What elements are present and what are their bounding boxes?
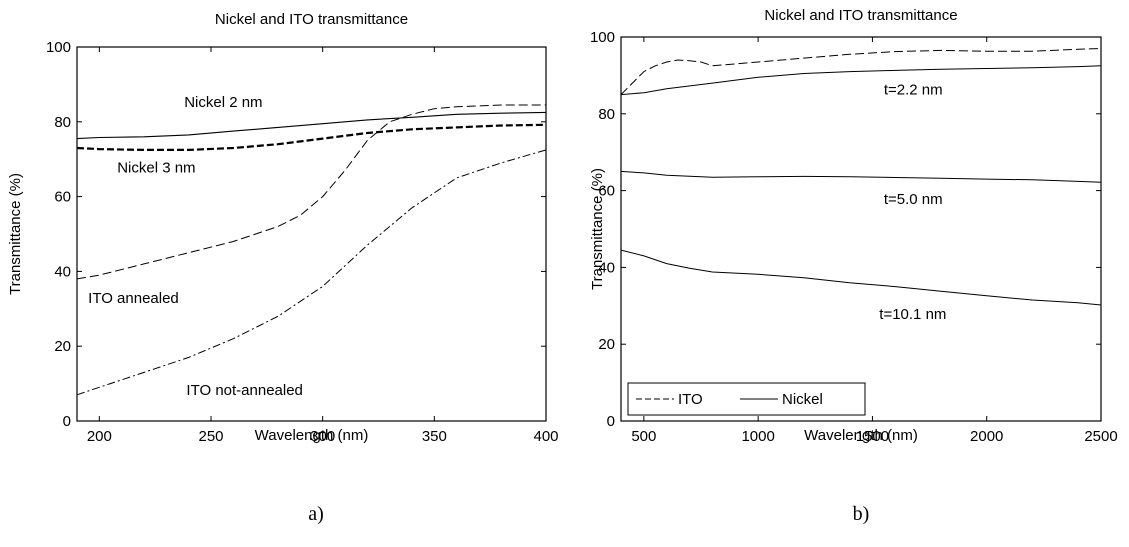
chart-title: Nickel and ITO transmittance: [764, 7, 957, 24]
series-line-ito_not_annealed: [76, 149, 547, 396]
y-tick-label: 100: [46, 39, 71, 56]
panel-label: a): [308, 503, 324, 525]
x-tick-label: 500: [631, 428, 656, 445]
y-tick-label: 100: [590, 29, 615, 46]
annotation-label: ITO not-annealed: [186, 382, 302, 399]
series-line-ito: [620, 48, 1102, 95]
series-line-nickel2: [76, 111, 547, 140]
x-axis-label: Wavelength (nm): [255, 427, 369, 444]
y-tick-label: 0: [63, 413, 71, 430]
annotation-label: Nickel 3 nm: [117, 159, 195, 176]
y-tick-label: 0: [607, 413, 615, 430]
x-tick-label: 1000: [741, 428, 774, 445]
annotation-label: ITO annealed: [88, 290, 179, 307]
x-tick-label: 200: [87, 428, 112, 445]
legend: ITO Nickel: [627, 382, 866, 416]
x-axis-label: Wavelength (nm): [804, 427, 918, 444]
y-tick-label: 80: [598, 106, 615, 123]
annotation-label: t=10.1 nm: [879, 306, 946, 323]
y-tick-label: 20: [54, 338, 71, 355]
x-tick-label: 2500: [1084, 428, 1117, 445]
annotation-label: t=2.2 nm: [884, 82, 943, 99]
y-tick-label: 20: [598, 336, 615, 353]
x-tick-label: 400: [533, 428, 558, 445]
series-line-nickel3: [76, 123, 547, 151]
y-tick-label: 80: [54, 114, 71, 131]
x-tick-label: 1500: [856, 428, 889, 445]
chart-title: Nickel and ITO transmittance: [215, 11, 408, 28]
x-tick-label: 250: [198, 428, 223, 445]
legend-label: Nickel: [782, 391, 823, 408]
legend-label: ITO: [678, 391, 703, 408]
y-tick-label: 60: [54, 189, 71, 206]
x-tick-label: 350: [422, 428, 447, 445]
series-line-nickel_5_0: [620, 170, 1102, 183]
y-tick-label: 40: [54, 263, 71, 280]
x-tick-label: 300: [310, 428, 335, 445]
y-tick-label: 40: [598, 259, 615, 276]
series-line-ito_annealed: [76, 104, 546, 280]
y-axis-label: Transmittance (%): [7, 173, 24, 295]
annotation-label: t=5.0 nm: [884, 191, 943, 208]
x-tick-label: 2000: [970, 428, 1003, 445]
annotation-label: Nickel 2 nm: [184, 94, 262, 111]
panel-label: b): [853, 503, 870, 525]
plot-area: [76, 46, 547, 422]
series-line-nickel_10_1: [620, 249, 1102, 306]
y-tick-label: 60: [598, 183, 615, 200]
plot-area: [620, 36, 1102, 422]
y-axis-label: Transmittance (%): [589, 168, 606, 290]
series-line-nickel_2_2: [620, 65, 1102, 96]
